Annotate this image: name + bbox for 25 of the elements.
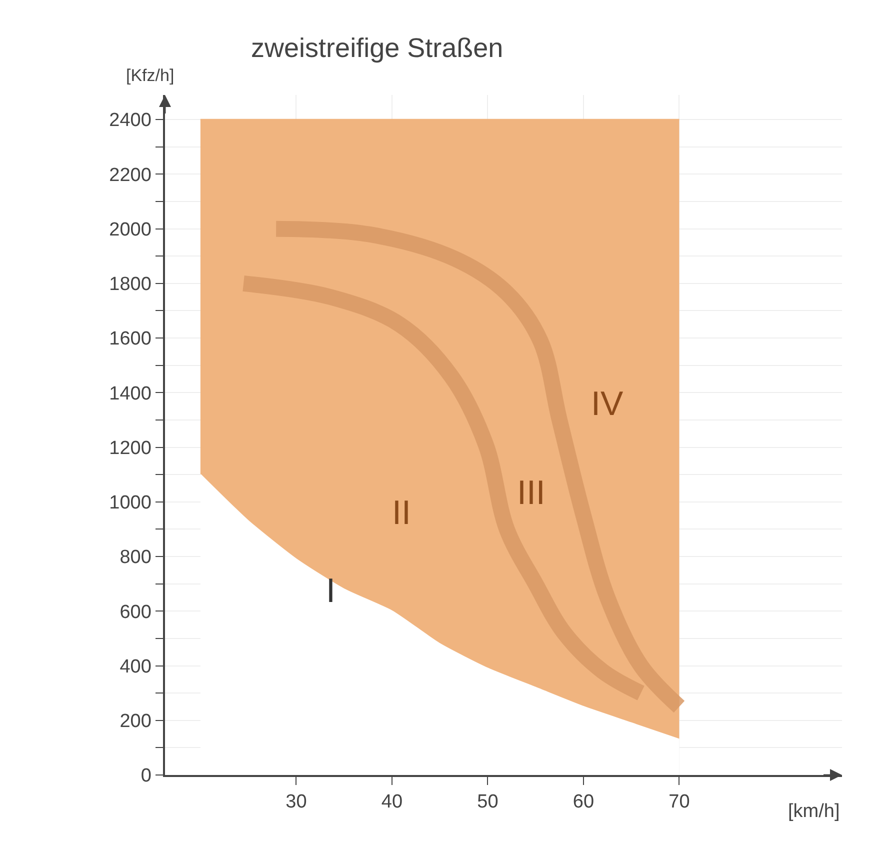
annotation: I: [326, 572, 336, 610]
x-tick-label: 30: [286, 792, 307, 813]
y-tick-label: 400: [120, 656, 152, 678]
y-tick-label: 2000: [109, 219, 152, 240]
x-tick-label: 60: [572, 792, 594, 813]
y-tick-label: 1400: [109, 383, 152, 404]
y-tick-label: 1600: [109, 328, 152, 350]
annotation: IV: [591, 385, 624, 423]
x-tick-label: 70: [668, 792, 690, 813]
y-tick-label: 200: [120, 711, 152, 732]
y-tick-label: 2400: [109, 110, 152, 132]
y-tick-label: 600: [120, 602, 152, 623]
annotation: III: [517, 474, 546, 512]
x-tick-label: 50: [477, 792, 498, 813]
y-tick-label: 1800: [109, 274, 152, 296]
y-tick-label: 0: [140, 766, 152, 787]
y-axis-title: [Kfz/h]: [126, 66, 174, 85]
x-tick-label: 40: [381, 792, 403, 813]
y-tick-label: 800: [120, 547, 152, 568]
x-axis-title: [km/h]: [788, 801, 840, 822]
y-tick-label: 1000: [109, 492, 152, 514]
annotation: II: [392, 494, 411, 532]
chart-title: zweistreifige Straßen: [251, 32, 504, 63]
y-tick-label: 2200: [109, 164, 152, 186]
y-tick-label: 1200: [109, 438, 152, 459]
